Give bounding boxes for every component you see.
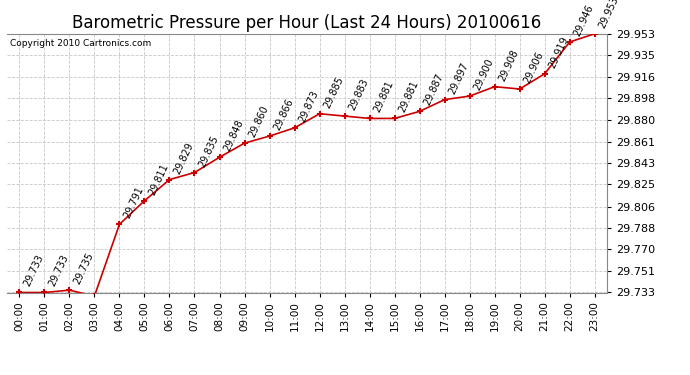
Text: 29.873: 29.873 (297, 89, 321, 124)
Text: 29.733: 29.733 (22, 254, 46, 288)
Text: 29.919: 29.919 (547, 35, 571, 70)
Text: 29.835: 29.835 (197, 134, 221, 168)
Text: 29.900: 29.900 (473, 57, 495, 92)
Text: 29.953: 29.953 (598, 0, 621, 30)
Text: 29.791: 29.791 (122, 185, 146, 220)
Text: 29.829: 29.829 (172, 141, 196, 176)
Text: 29.811: 29.811 (147, 162, 170, 196)
Text: 29.735: 29.735 (72, 251, 96, 286)
Text: 29.887: 29.887 (422, 72, 446, 107)
Text: 29.866: 29.866 (273, 97, 295, 132)
Text: 29.883: 29.883 (347, 77, 371, 112)
Text: 29.881: 29.881 (397, 80, 421, 114)
Text: 29.730: 29.730 (0, 374, 1, 375)
Text: 29.860: 29.860 (247, 104, 270, 139)
Text: 29.885: 29.885 (322, 75, 346, 109)
Text: 29.733: 29.733 (47, 254, 70, 288)
Text: 29.881: 29.881 (373, 80, 395, 114)
Text: 29.848: 29.848 (222, 118, 246, 153)
Text: Copyright 2010 Cartronics.com: Copyright 2010 Cartronics.com (10, 39, 151, 48)
Text: 29.897: 29.897 (447, 60, 471, 96)
Text: 29.906: 29.906 (522, 50, 546, 85)
Title: Barometric Pressure per Hour (Last 24 Hours) 20100616: Barometric Pressure per Hour (Last 24 Ho… (72, 14, 542, 32)
Text: 29.946: 29.946 (573, 3, 595, 38)
Text: 29.908: 29.908 (497, 48, 521, 82)
